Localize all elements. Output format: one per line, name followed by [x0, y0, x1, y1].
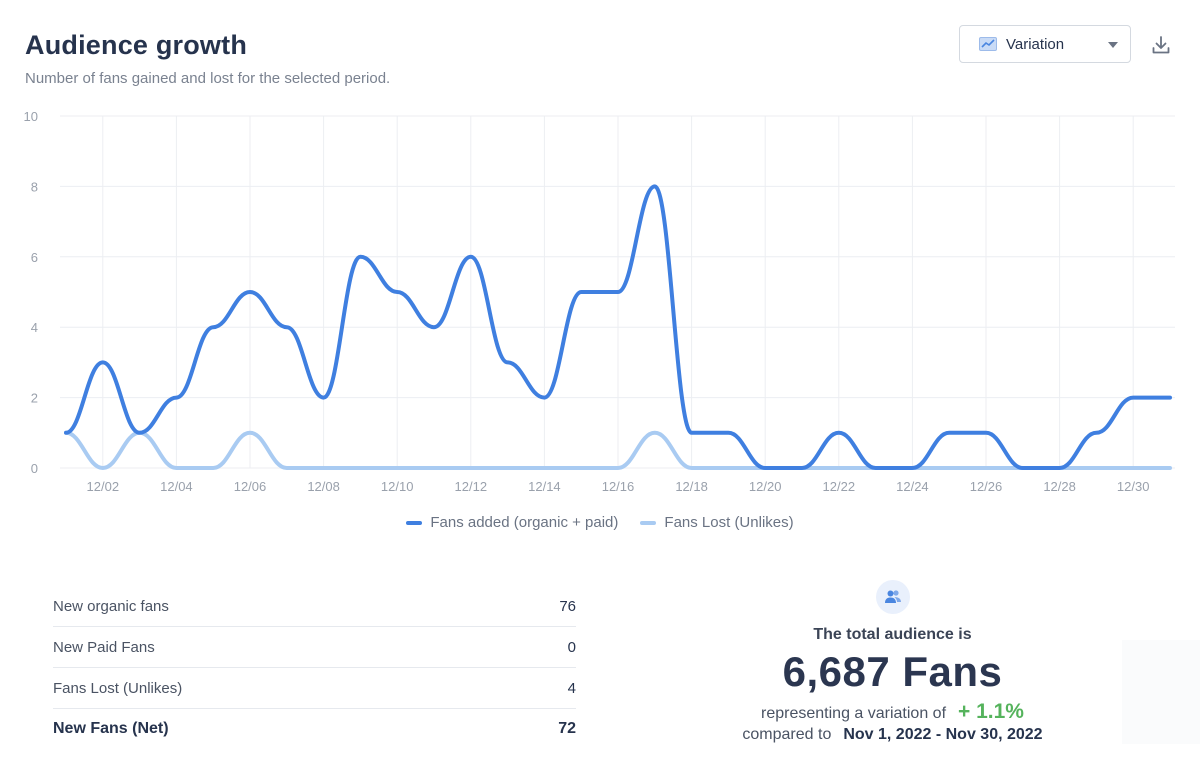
y-tick-label: 8 — [31, 179, 38, 194]
y-tick-label: 6 — [31, 250, 38, 265]
legend-label-fans-added: Fans added (organic + paid) — [430, 514, 619, 531]
x-tick-label: 12/30 — [1117, 479, 1150, 494]
compare-line: compared to Nov 1, 2022 - Nov 30, 2022 — [690, 726, 1095, 744]
stat-row-organic: New organic fans 76 — [53, 586, 576, 627]
legend-item-fans-added[interactable]: Fans added (organic + paid) — [406, 514, 618, 531]
stat-row-paid: New Paid Fans 0 — [53, 627, 576, 668]
users-icon — [875, 580, 910, 614]
chart-legend: Fans added (organic + paid) Fans Lost (U… — [0, 514, 1200, 531]
x-tick-label: 12/18 — [675, 479, 708, 494]
stat-value: 76 — [559, 597, 576, 615]
corner-panel — [1122, 640, 1200, 744]
variation-value: + 1.1% — [958, 700, 1024, 723]
series-line-fans-lost — [64, 430, 1172, 470]
line-chart-icon — [979, 37, 997, 51]
compare-text: compared to — [742, 726, 832, 743]
x-tick-label: 12/16 — [602, 479, 635, 494]
stat-value: 0 — [567, 638, 576, 656]
x-tick-label: 12/06 — [234, 479, 267, 494]
page-subtitle: Number of fans gained and lost for the s… — [25, 70, 391, 87]
x-tick-label: 12/14 — [528, 479, 561, 494]
variation-line: representing a variation of + 1.1% — [690, 700, 1095, 724]
stat-value: 4 — [567, 679, 576, 697]
y-tick-label: 10 — [24, 109, 38, 124]
y-tick-label: 2 — [31, 391, 38, 406]
legend-swatch-fans-added — [406, 520, 423, 525]
legend-item-fans-lost[interactable]: Fans Lost (Unlikes) — [640, 514, 794, 531]
variation-text: representing a variation of — [761, 705, 947, 722]
chart-series — [64, 184, 1172, 470]
view-mode-label: Variation — [1006, 36, 1065, 53]
total-audience-label: The total audience is — [813, 626, 972, 643]
x-tick-label: 12/22 — [823, 479, 856, 494]
x-tick-label: 12/10 — [381, 479, 414, 494]
download-icon[interactable] — [1150, 34, 1172, 56]
stat-label: New Paid Fans — [53, 638, 155, 656]
chevron-down-icon — [1108, 42, 1118, 48]
x-axis-ticks: 12/02 12/04 12/06 12/08 12/10 12/12 12/14 12/16… — [87, 479, 1150, 494]
x-tick-label: 12/24 — [896, 479, 929, 494]
y-axis-ticks: 0 2 4 6 8 10 — [24, 109, 38, 476]
legend-swatch-fans-lost — [640, 520, 657, 525]
stat-label: Fans Lost (Unlikes) — [53, 679, 183, 697]
stats-table: New organic fans 76 New Paid Fans 0 Fans… — [53, 586, 576, 749]
stat-value: 72 — [558, 720, 576, 737]
page-title: Audience growth — [25, 30, 248, 60]
x-tick-label: 12/20 — [749, 479, 782, 494]
total-audience-value: 6,687 Fans — [782, 648, 1003, 695]
x-tick-label: 12/28 — [1043, 479, 1076, 494]
compare-period: Nov 1, 2022 - Nov 30, 2022 — [843, 726, 1043, 743]
series-line-fans-added — [64, 184, 1172, 470]
stat-row-lost: Fans Lost (Unlikes) 4 — [53, 668, 576, 709]
audience-summary: The total audience is 6,687 Fans represe… — [690, 580, 1095, 744]
stat-row-net: New Fans (Net) 72 — [53, 709, 576, 749]
view-mode-dropdown[interactable]: Variation — [959, 25, 1131, 63]
x-tick-label: 12/26 — [970, 479, 1003, 494]
stat-label: New organic fans — [53, 597, 169, 615]
x-tick-label: 12/02 — [87, 479, 120, 494]
stat-label: New Fans (Net) — [53, 720, 169, 737]
x-tick-label: 12/12 — [455, 479, 488, 494]
x-tick-label: 12/04 — [160, 479, 193, 494]
legend-label-fans-lost: Fans Lost (Unlikes) — [664, 514, 794, 531]
y-tick-label: 0 — [31, 461, 38, 476]
x-tick-label: 12/08 — [307, 479, 340, 494]
y-tick-label: 4 — [31, 320, 38, 335]
